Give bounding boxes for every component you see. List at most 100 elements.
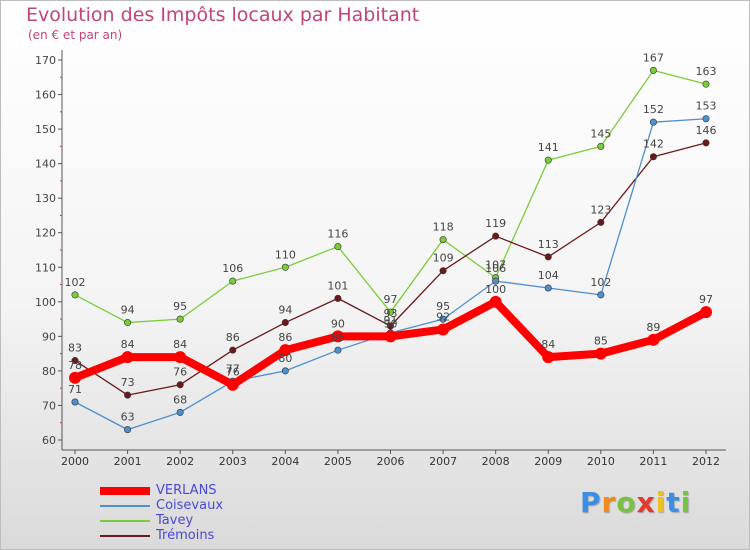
x-tick-label: 2011: [639, 455, 667, 468]
data-label: 90: [384, 317, 398, 330]
legend-swatch-tremoins: [100, 535, 150, 537]
data-label: 145: [590, 127, 611, 140]
chart-axes: 60 70 80 90 100 110 120 130 140 150 160 170 2000 2001…: [35, 50, 726, 468]
data-point: [702, 115, 710, 123]
data-label: 76: [226, 366, 240, 379]
y-tick-label: 130: [35, 192, 56, 205]
data-point: [649, 153, 657, 161]
data-point: [544, 253, 552, 261]
data-label: 123: [590, 203, 611, 216]
data-label: 119: [485, 217, 506, 230]
y-tick-label: 110: [35, 261, 56, 274]
data-label: 102: [65, 276, 86, 289]
y-tick-label: 80: [42, 365, 56, 378]
data-point: [334, 294, 342, 302]
data-label: 95: [173, 300, 187, 313]
data-point: [71, 291, 79, 299]
legend-label-verlans: VERLANS: [156, 483, 217, 498]
data-label: 153: [696, 100, 717, 113]
y-tick-label: 100: [35, 296, 56, 309]
data-label: 101: [327, 279, 348, 292]
data-point: [281, 263, 289, 271]
data-point: [71, 357, 79, 365]
logo-letter: r: [601, 486, 617, 519]
data-label: 77: [226, 362, 240, 375]
data-label: 152: [643, 103, 664, 116]
data-label: 71: [68, 383, 82, 396]
data-point: [334, 243, 342, 251]
legend-label-tavey: Tavey: [156, 513, 194, 528]
data-label: 86: [226, 331, 240, 344]
x-tick-label: 2004: [271, 455, 299, 468]
x-tick-label: 2012: [692, 455, 720, 468]
data-point: [647, 333, 660, 346]
y-tick-label: 170: [35, 54, 56, 67]
logo-letter: o: [616, 486, 637, 519]
data-label: 84: [173, 338, 187, 351]
data-label: 85: [594, 335, 608, 348]
data-label: 167: [643, 51, 664, 64]
legend-swatch-verlans: [100, 487, 150, 495]
data-point: [121, 351, 134, 364]
data-label: 63: [121, 411, 135, 424]
legend-swatch-tavey: [100, 520, 150, 522]
data-point: [594, 347, 607, 360]
data-label: 146: [696, 124, 717, 137]
data-label: 116: [327, 228, 348, 241]
data-point: [597, 142, 605, 150]
legend-label-coisevaux: Coisevaux: [156, 498, 224, 513]
data-point: [489, 295, 502, 308]
data-label: 110: [275, 248, 296, 261]
data-point: [226, 378, 239, 391]
data-label: 106: [222, 262, 243, 275]
data-point: [439, 267, 447, 275]
data-label: 89: [646, 321, 660, 334]
data-point: [544, 284, 552, 292]
data-label: 113: [538, 238, 559, 251]
data-label: 91: [384, 314, 398, 327]
x-tick-label: 2010: [587, 455, 615, 468]
x-tick-label: 2006: [377, 455, 405, 468]
data-point: [334, 346, 342, 354]
y-tick-label: 150: [35, 123, 56, 136]
x-tick-label: 2005: [324, 455, 352, 468]
data-point: [176, 381, 184, 389]
series-line-tavey: [74, 69, 707, 324]
data-point: [649, 66, 657, 74]
data-point: [386, 308, 394, 316]
data-point: [384, 330, 397, 343]
data-point: [437, 323, 450, 336]
data-point: [331, 330, 344, 343]
data-label: 94: [278, 304, 292, 317]
series-line-coisevaux: [74, 118, 707, 431]
chart-series-lines: [69, 66, 712, 434]
data-label: 109: [433, 252, 454, 265]
y-tick-label: 140: [35, 158, 56, 171]
data-label: 92: [436, 310, 450, 323]
data-point: [544, 156, 552, 164]
logo-letter: i: [655, 486, 667, 519]
data-label: 100: [485, 283, 506, 296]
data-label: 93: [384, 307, 398, 320]
data-point: [702, 80, 710, 88]
x-tick-label: 2008: [482, 455, 510, 468]
data-point: [124, 319, 132, 327]
data-label: 76: [173, 366, 187, 379]
x-tick-label: 2001: [114, 455, 142, 468]
data-point: [229, 277, 237, 285]
x-tick-label: 2009: [534, 455, 562, 468]
data-point: [702, 139, 710, 147]
data-label: 73: [121, 376, 135, 389]
data-label: 97: [384, 293, 398, 306]
data-label: 83: [68, 342, 82, 355]
data-label: 102: [590, 276, 611, 289]
data-label: 86: [331, 331, 345, 344]
y-tick-label: 70: [42, 399, 56, 412]
chart-title: Evolution des Impôts locaux par Habitant: [26, 4, 420, 26]
data-label: 118: [433, 221, 454, 234]
data-label: 90: [331, 317, 345, 330]
data-label: 104: [538, 269, 559, 282]
legend-swatch-coisevaux: [100, 505, 150, 507]
